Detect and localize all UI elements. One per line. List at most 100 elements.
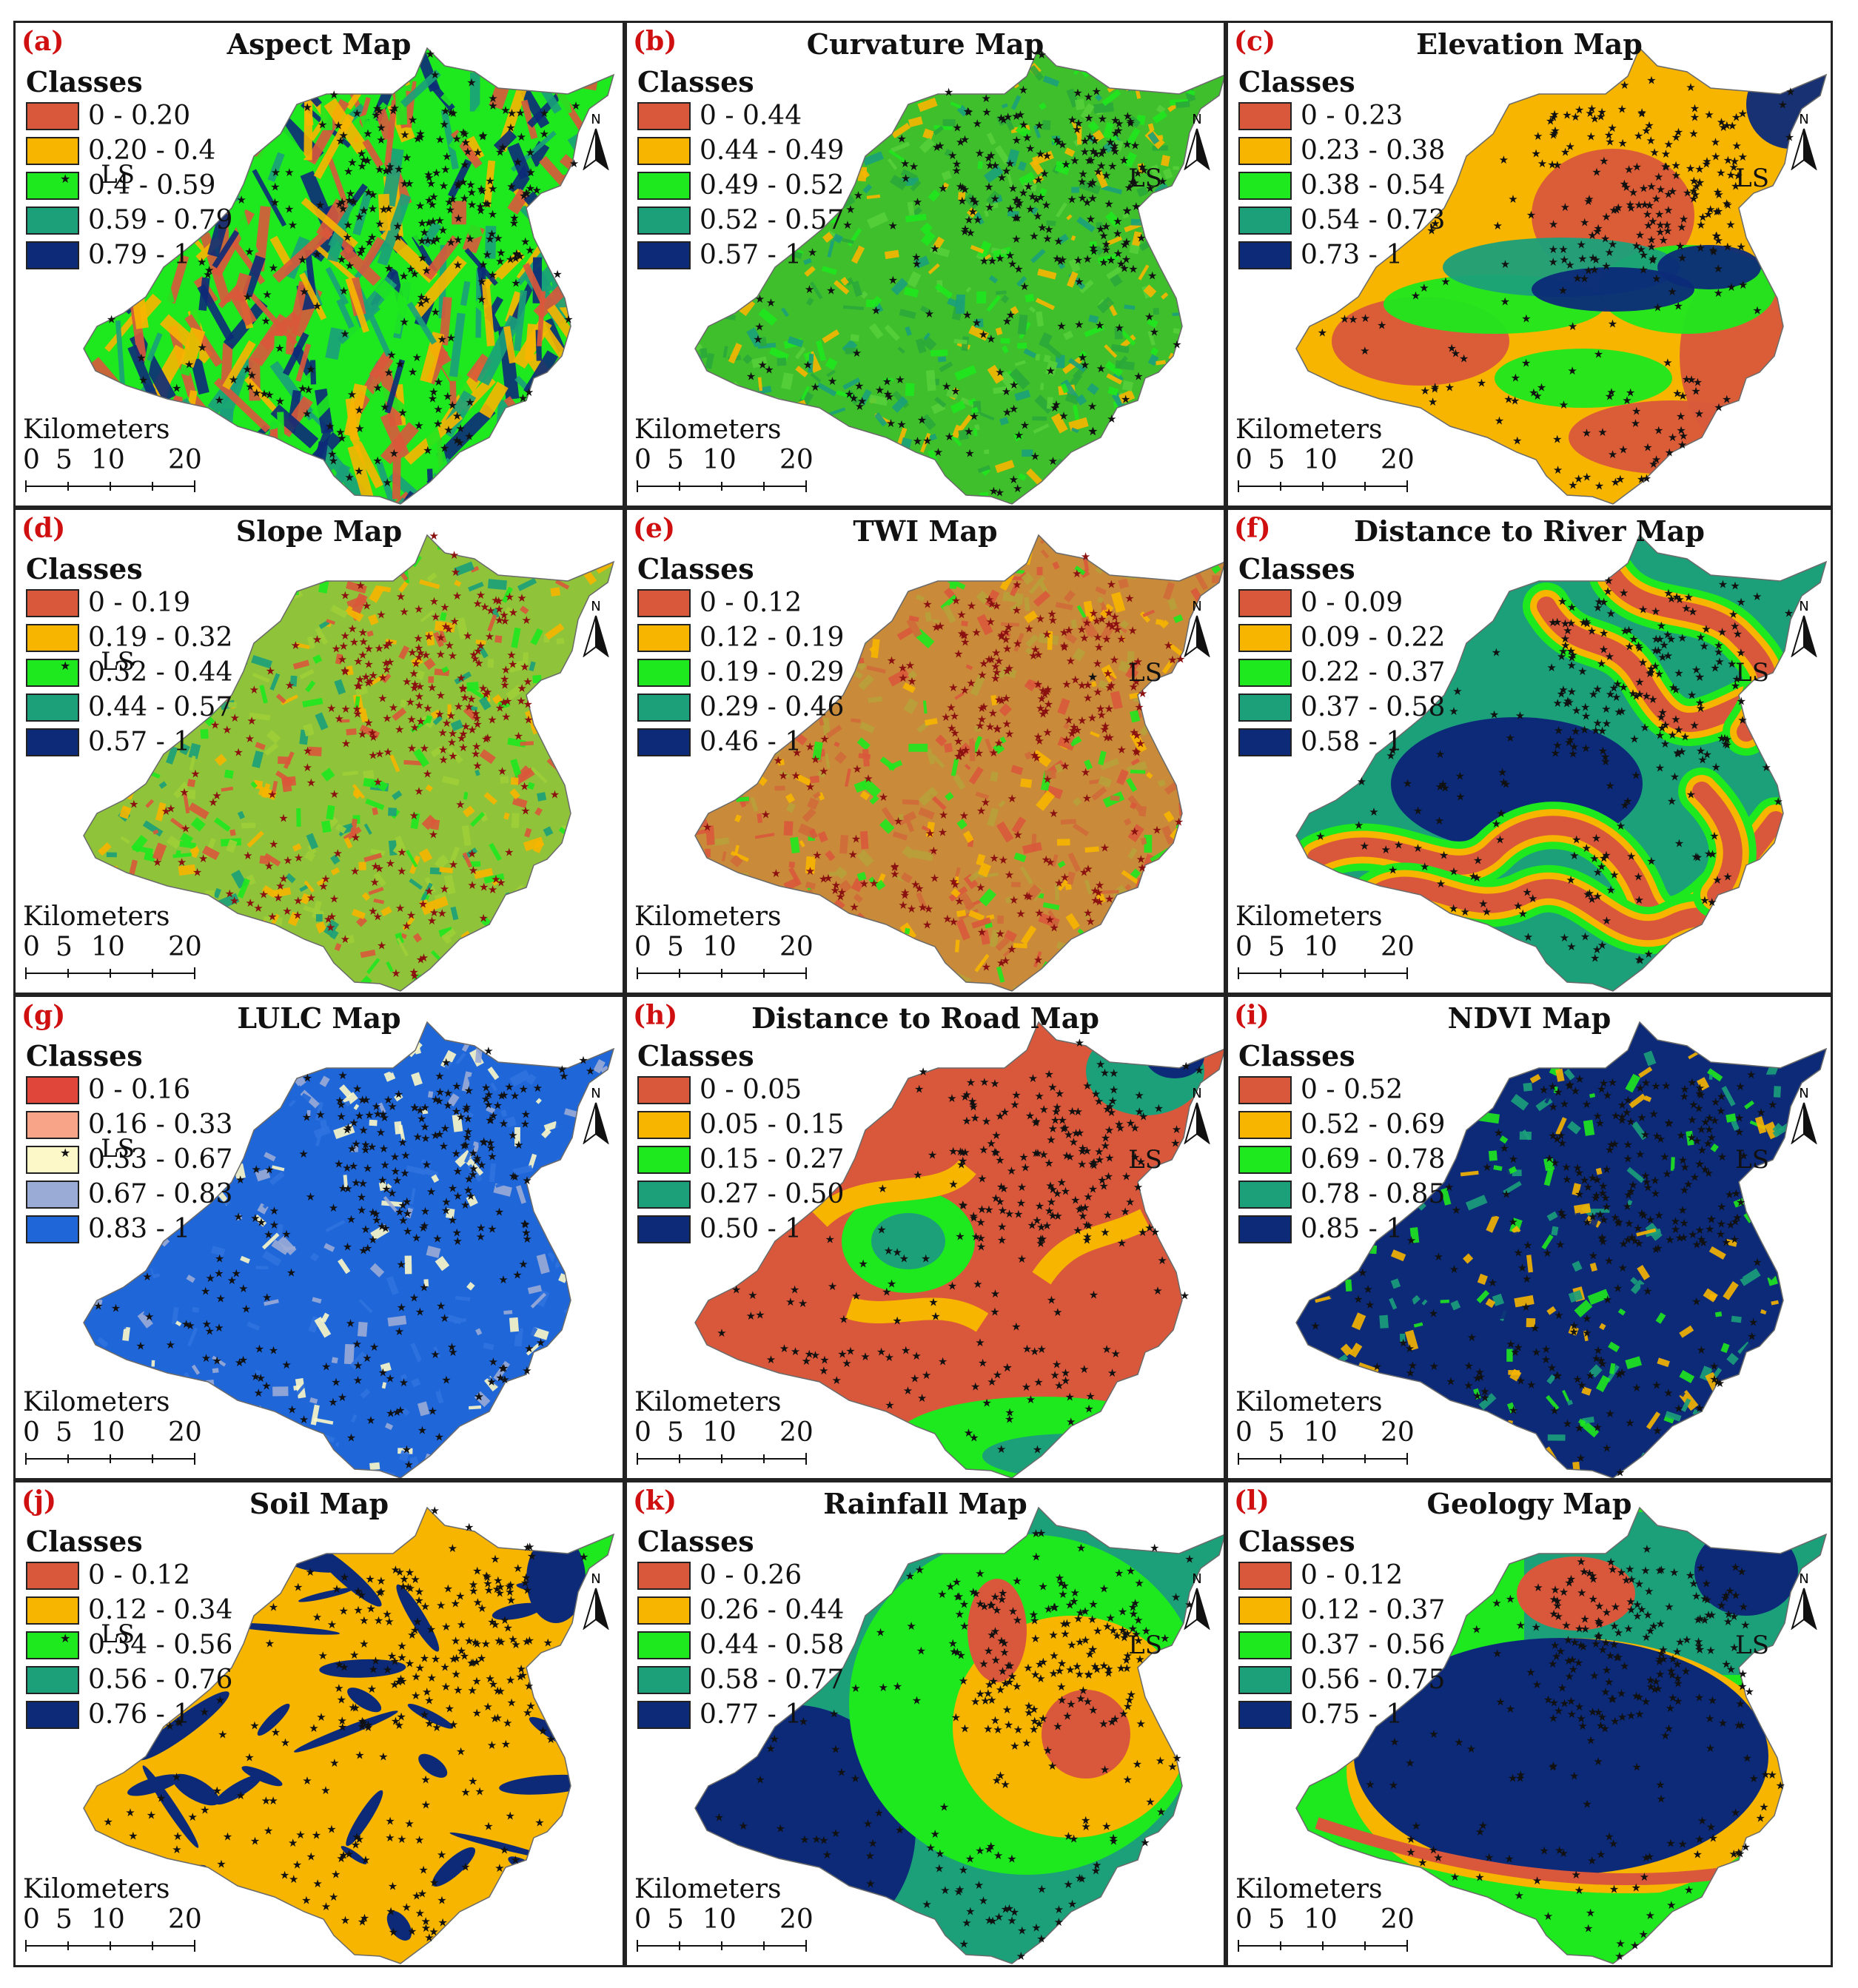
- landslide-point: ★: [1635, 229, 1645, 242]
- landslide-point: ★: [1120, 1628, 1130, 1641]
- landslide-point: ★: [1117, 743, 1127, 756]
- landslide-point: ★: [1631, 690, 1641, 703]
- landslide-point: ★: [1577, 1586, 1586, 1599]
- landslide-point: ★: [1574, 472, 1583, 486]
- landslide-point: ★: [1723, 240, 1732, 253]
- landslide-point: ★: [1095, 1153, 1104, 1166]
- legend-range: 0 - 0.19: [88, 588, 191, 618]
- landslide-point: ★: [1050, 401, 1059, 414]
- landslide-point: ★: [1642, 471, 1651, 485]
- landslide-point: ★: [1069, 1135, 1079, 1149]
- landslide-point: ★: [989, 746, 999, 759]
- landslide-point: ★: [1477, 377, 1486, 390]
- landslide-point: ★: [1028, 1072, 1038, 1085]
- landslide-point: ★: [1110, 145, 1120, 158]
- landslide-point: ★: [1638, 656, 1648, 669]
- landslide-point: ★: [829, 1707, 839, 1721]
- landslide-point: ★: [1010, 1739, 1019, 1753]
- landslide-point: ★: [1716, 1227, 1725, 1240]
- landslide-point: ★: [1135, 1105, 1144, 1118]
- landslide-point: ★: [1121, 1653, 1131, 1667]
- landslide-point: ★: [1694, 1087, 1704, 1101]
- landslide-point: ★: [957, 627, 967, 640]
- legend-range: 0.58 - 1: [1301, 727, 1403, 757]
- landslide-point: ★: [375, 642, 384, 655]
- landslide-point: ★: [1674, 723, 1683, 736]
- landslide-point: ★: [1484, 1851, 1494, 1864]
- landslide-point: ★: [1552, 432, 1562, 446]
- landslide-point: ★: [1426, 224, 1436, 238]
- landslide-point: ★: [1642, 1175, 1651, 1189]
- landslide-point: ★: [1730, 579, 1740, 592]
- landslide-point: ★: [958, 1198, 967, 1212]
- landslide-point: ★: [1029, 1723, 1039, 1736]
- landslide-point: ★: [389, 104, 398, 117]
- landslide-legend: ★ LS: [1694, 658, 1769, 688]
- landslide-point: ★: [1614, 1215, 1623, 1229]
- landslide-point: ★: [463, 629, 472, 642]
- landslide-point: ★: [1583, 1922, 1593, 1935]
- landslide-point: ★: [778, 769, 788, 782]
- landslide-point: ★: [755, 292, 765, 306]
- landslide-point: ★: [1017, 1181, 1027, 1194]
- landslide-point: ★: [959, 1937, 969, 1950]
- landslide-point: ★: [1649, 1107, 1658, 1121]
- scale-tick-0: 0: [23, 445, 40, 475]
- landslide-point: ★: [463, 1125, 473, 1138]
- landslide-point: ★: [1116, 1662, 1126, 1675]
- landslide-point: ★: [907, 902, 916, 916]
- legend-range: 0.78 - 0.85: [1301, 1179, 1446, 1209]
- landslide-point: ★: [466, 178, 475, 191]
- landslide-point: ★: [1007, 1914, 1016, 1927]
- landslide-point: ★: [318, 1649, 328, 1662]
- landslide-point: ★: [363, 1721, 373, 1734]
- landslide-point: ★: [1122, 1662, 1132, 1675]
- landslide-point: ★: [1694, 1833, 1704, 1846]
- landslide-point: ★: [991, 646, 1001, 659]
- landslide-point: ★: [381, 639, 391, 653]
- landslide-point: ★: [1024, 622, 1034, 636]
- landslide-point: ★: [991, 1146, 1001, 1159]
- landslide-point: ★: [1736, 1196, 1745, 1209]
- landslide-point: ★: [979, 1894, 988, 1907]
- landslide-point: ★: [1550, 124, 1560, 138]
- landslide-point: ★: [360, 1853, 370, 1867]
- landslide-point: ★: [1131, 745, 1141, 758]
- landslide-point: ★: [1038, 1580, 1047, 1594]
- landslide-point: ★: [312, 1828, 321, 1841]
- landslide-point: ★: [246, 714, 256, 728]
- landslide-point: ★: [1096, 702, 1105, 716]
- legend-range: 0.23 - 0.38: [1301, 135, 1446, 166]
- legend-row: 0 - 0.19: [26, 585, 232, 620]
- landslide-point: ★: [1605, 1407, 1614, 1420]
- landslide-point: ★: [459, 1139, 469, 1152]
- landslide-point: ★: [1655, 1653, 1665, 1666]
- landslide-point: ★: [1651, 192, 1661, 205]
- landslide-point: ★: [1106, 253, 1116, 266]
- landslide-point: ★: [992, 722, 1002, 736]
- landslide-point: ★: [1671, 683, 1680, 696]
- landslide-point: ★: [1646, 233, 1656, 246]
- landslide-point: ★: [1133, 167, 1142, 180]
- landslide-point: ★: [293, 894, 303, 907]
- landslide-point: ★: [415, 1306, 425, 1319]
- landslide-point: ★: [172, 1770, 181, 1784]
- landslide-point: ★: [1667, 795, 1677, 808]
- legend-swatch: [637, 171, 691, 200]
- landslide-point: ★: [384, 261, 394, 275]
- landslide-point: ★: [512, 247, 521, 261]
- landslide-point: ★: [1674, 1402, 1683, 1415]
- landslide-point: ★: [408, 365, 417, 378]
- landslide-point: ★: [1036, 1526, 1046, 1539]
- legend-swatch: [637, 728, 691, 756]
- landslide-point: ★: [1700, 639, 1709, 653]
- landslide-point: ★: [1706, 1212, 1716, 1226]
- landslide-point: ★: [1136, 1717, 1146, 1730]
- landslide-point: ★: [831, 1742, 840, 1756]
- landslide-point: ★: [1654, 170, 1663, 184]
- landslide-point: ★: [1559, 1585, 1569, 1599]
- landslide-point: ★: [1121, 235, 1131, 249]
- landslide-point: ★: [766, 1353, 776, 1366]
- landslide-point: ★: [955, 1230, 965, 1243]
- scale-bar-line: [1238, 1940, 1408, 1952]
